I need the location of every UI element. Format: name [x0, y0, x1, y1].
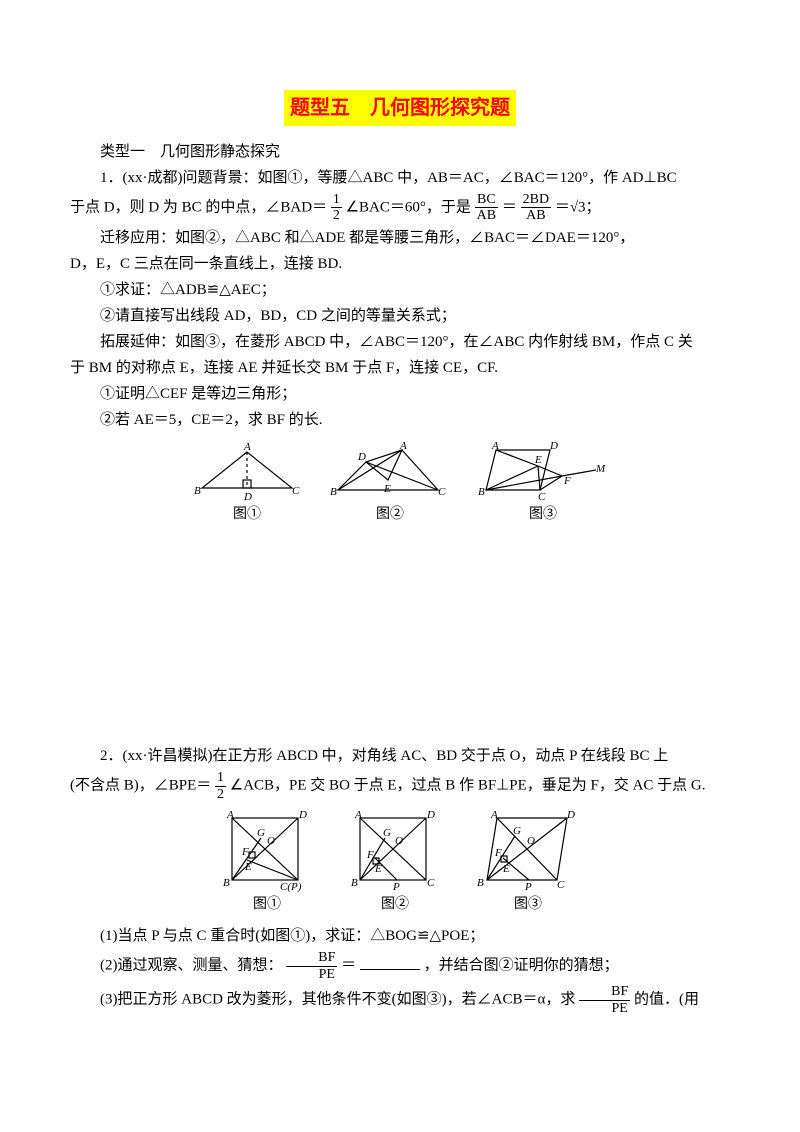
svg-text:B: B	[330, 486, 337, 498]
t: (3)把正方形 ABCD 改为菱形，其他条件不变(如图③)，若∠ACB＝α，求	[100, 991, 575, 1007]
svg-text:F: F	[563, 475, 571, 487]
svg-text:E: E	[502, 863, 510, 875]
svg-text:P: P	[524, 881, 532, 892]
svg-text:A: A	[226, 810, 234, 821]
svg-text:D: D	[426, 810, 435, 821]
svg-text:C: C	[538, 491, 546, 502]
t: 的值．(用	[634, 991, 699, 1007]
answer-blank	[360, 954, 420, 970]
t: (2)通过观察、测量、猜想：	[100, 958, 283, 974]
t: ∠BAC＝60°，于是	[346, 199, 471, 215]
q2-sub2: (2)通过观察、测量、猜想： BF PE ＝ ，并结合图②证明你的猜想；	[70, 950, 730, 982]
svg-text:B: B	[478, 486, 485, 498]
svg-text:G: G	[383, 827, 391, 839]
svg-text:B: B	[477, 877, 484, 889]
t: 于点 D，则 D 为 BC 的中点，∠BAD＝	[70, 199, 327, 215]
svg-text:A: A	[354, 810, 362, 821]
svg-text:B: B	[351, 877, 358, 889]
section-heading: 类型一 几何图形静态探究	[70, 140, 730, 164]
svg-text:E: E	[534, 454, 542, 466]
fig1-label: 图①	[192, 504, 302, 526]
q1-sub1: ①求证：△ADB≌△AEC；	[70, 278, 730, 302]
fig2-label: 图②	[330, 504, 450, 526]
t: ＝√3；	[555, 199, 601, 215]
figure-3: A B C D E F M 图③	[478, 440, 608, 526]
q2-figure-3: A D B C P O G F E 图③	[473, 810, 583, 916]
frac-bf-pe: BF PE	[286, 950, 337, 982]
q1-figures: A B C D 图①	[70, 440, 730, 526]
q1-ext-sub1: ①证明△CEF 是等边三角形；	[70, 382, 730, 406]
q2-line2: (不含点 B)，∠BPE＝ 1 2 ∠ACB，PE 交 BO 于点 E，过点 B…	[70, 770, 730, 802]
frac-2bd-ab: 2BD AB	[521, 192, 551, 224]
q1-migrate: 迁移应用：如图②，△ABC 和△ADE 都是等腰三角形，∠BAC＝∠DAE＝12…	[70, 226, 730, 250]
frac-half-2: 1 2	[215, 770, 226, 802]
svg-text:A: A	[491, 440, 499, 452]
svg-text:C: C	[427, 877, 435, 889]
svg-text:D: D	[298, 810, 307, 821]
t: (不含点 B)，∠BPE＝	[70, 778, 211, 794]
q1-extend2: 于 BM 的对称点 E，连接 AE 并延长交 BM 于点 F，连接 CE，CF.	[70, 356, 730, 380]
svg-text:D: D	[549, 440, 558, 452]
svg-text:G: G	[257, 827, 265, 839]
t: ，并结合图②证明你的猜想；	[424, 958, 619, 974]
page-title: 题型五 几何图形探究题	[70, 90, 730, 126]
q2-fig1-label: 图①	[217, 894, 317, 916]
svg-text:P: P	[392, 881, 400, 892]
eq: ＝	[502, 199, 517, 215]
q2-fig2-label: 图②	[345, 894, 445, 916]
frac-bc-ab: BC AB	[475, 192, 498, 224]
t: ＝	[341, 958, 356, 974]
q2-fig3-label: 图③	[473, 894, 583, 916]
svg-text:E: E	[374, 863, 382, 875]
svg-text:E: E	[383, 483, 391, 495]
svg-text:E: E	[244, 861, 252, 873]
svg-text:C: C	[438, 486, 446, 498]
svg-text:D: D	[243, 491, 252, 502]
svg-text:C: C	[292, 485, 300, 497]
frac-bf-pe-2: BF PE	[579, 984, 630, 1016]
svg-text:A: A	[399, 440, 407, 452]
q1-line3: D，E，C 三点在同一条直线上，连接 BD.	[70, 252, 730, 276]
figure-1: A B C D 图①	[192, 440, 302, 526]
title-text: 题型五 几何图形探究题	[284, 90, 516, 126]
q2-line1: 2．(xx·许昌模拟)在正方形 ABCD 中，对角线 AC、BD 交于点 O，动…	[70, 744, 730, 768]
svg-text:A: A	[490, 810, 498, 821]
svg-text:F: F	[366, 849, 374, 861]
svg-text:B: B	[194, 485, 201, 497]
frac-half: 1 2	[331, 192, 342, 224]
vertical-spacer	[70, 534, 730, 744]
svg-text:F: F	[241, 846, 249, 858]
q1-bg-line1: 1．(xx·成都)问题背景：如图①，等腰△ABC 中，AB＝AC，∠BAC＝12…	[70, 166, 730, 190]
t: ∠ACB，PE 交 BO 于点 E，过点 B 作 BF⊥PE，垂足为 F，交 A…	[230, 778, 706, 794]
q2-sub1: (1)当点 P 与点 C 重合时(如图①)，求证：△BOG≌△POE；	[70, 924, 730, 948]
q1-ext-sub2: ②若 AE＝5，CE＝2，求 BF 的长.	[70, 408, 730, 432]
svg-text:M: M	[595, 463, 606, 475]
q2-figure-2: A D B C P O G F E 图②	[345, 810, 445, 916]
svg-text:C: C	[557, 879, 565, 891]
q1-bg-line2: 于点 D，则 D 为 BC 的中点，∠BAD＝ 1 2 ∠BAC＝60°，于是 …	[70, 192, 730, 224]
svg-text:A: A	[243, 441, 251, 453]
svg-text:C(P): C(P)	[280, 881, 302, 892]
svg-text:O: O	[267, 835, 275, 847]
q2-figures: A D B C(P) O G F E 图①	[70, 810, 730, 916]
q1-sub2: ②请直接写出线段 AD，BD，CD 之间的等量关系式；	[70, 304, 730, 328]
svg-text:D: D	[566, 810, 575, 821]
q2-figure-1: A D B C(P) O G F E 图①	[217, 810, 317, 916]
svg-text:O: O	[395, 835, 403, 847]
q2-sub3: (3)把正方形 ABCD 改为菱形，其他条件不变(如图③)，若∠ACB＝α，求 …	[70, 984, 730, 1016]
svg-text:O: O	[527, 835, 535, 847]
q1-extend1: 拓展延伸：如图③，在菱形 ABCD 中，∠ABC＝120°，在∠ABC 内作射线…	[70, 330, 730, 354]
svg-text:D: D	[357, 451, 366, 463]
svg-text:G: G	[513, 825, 521, 837]
fig3-label: 图③	[478, 504, 608, 526]
figure-2: A B C D E 图②	[330, 440, 450, 526]
svg-text:B: B	[223, 877, 230, 889]
svg-text:F: F	[494, 847, 502, 859]
